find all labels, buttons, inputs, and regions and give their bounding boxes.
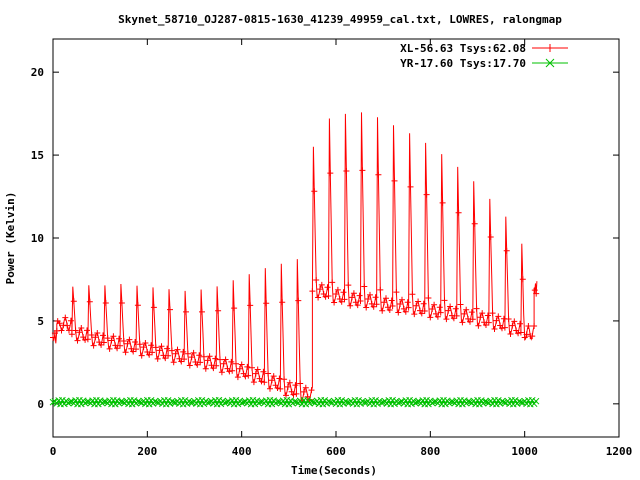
legend-label-yr: YR-17.60 Tsys:17.70 — [400, 57, 526, 70]
x-tick-label: 0 — [50, 445, 57, 458]
plot-frame — [52, 38, 620, 438]
y-tick-label: 15 — [31, 149, 44, 162]
series-xl-line — [52, 112, 538, 402]
plot-area — [52, 38, 620, 438]
series-yr-markers — [49, 396, 540, 408]
y-tick-label: 5 — [37, 315, 44, 328]
x-tick-label: 600 — [326, 445, 346, 458]
y-tick-label: 0 — [37, 398, 44, 411]
chart-title: Skynet_58710_OJ287-0815-1630_41239_49959… — [118, 13, 562, 26]
legend-marker-xl — [546, 44, 554, 52]
x-tick-label: 1000 — [511, 445, 538, 458]
y-axis-label: Power (Kelvin) — [4, 192, 17, 285]
y-tick-label: 20 — [31, 66, 44, 79]
x-tick-label: 800 — [420, 445, 440, 458]
legend-marker-yr — [545, 58, 555, 68]
x-axis-label: Time(Seconds) — [291, 464, 377, 477]
legend-label-xl: XL-56.63 Tsys:62.08 — [400, 42, 526, 55]
series-xl-markers — [50, 167, 540, 404]
x-tick-label: 400 — [232, 445, 252, 458]
y-tick-label: 10 — [31, 232, 44, 245]
legend: XL-56.63 Tsys:62.08 YR-17.60 Tsys:17.70 — [400, 42, 568, 70]
x-axis: 0 200 400 600 800 1000 1200 — [50, 39, 633, 458]
y-axis: 0 5 10 15 20 — [31, 66, 619, 411]
x-tick-label: 1200 — [606, 445, 633, 458]
series-layer — [49, 112, 540, 408]
x-tick-label: 200 — [137, 445, 157, 458]
